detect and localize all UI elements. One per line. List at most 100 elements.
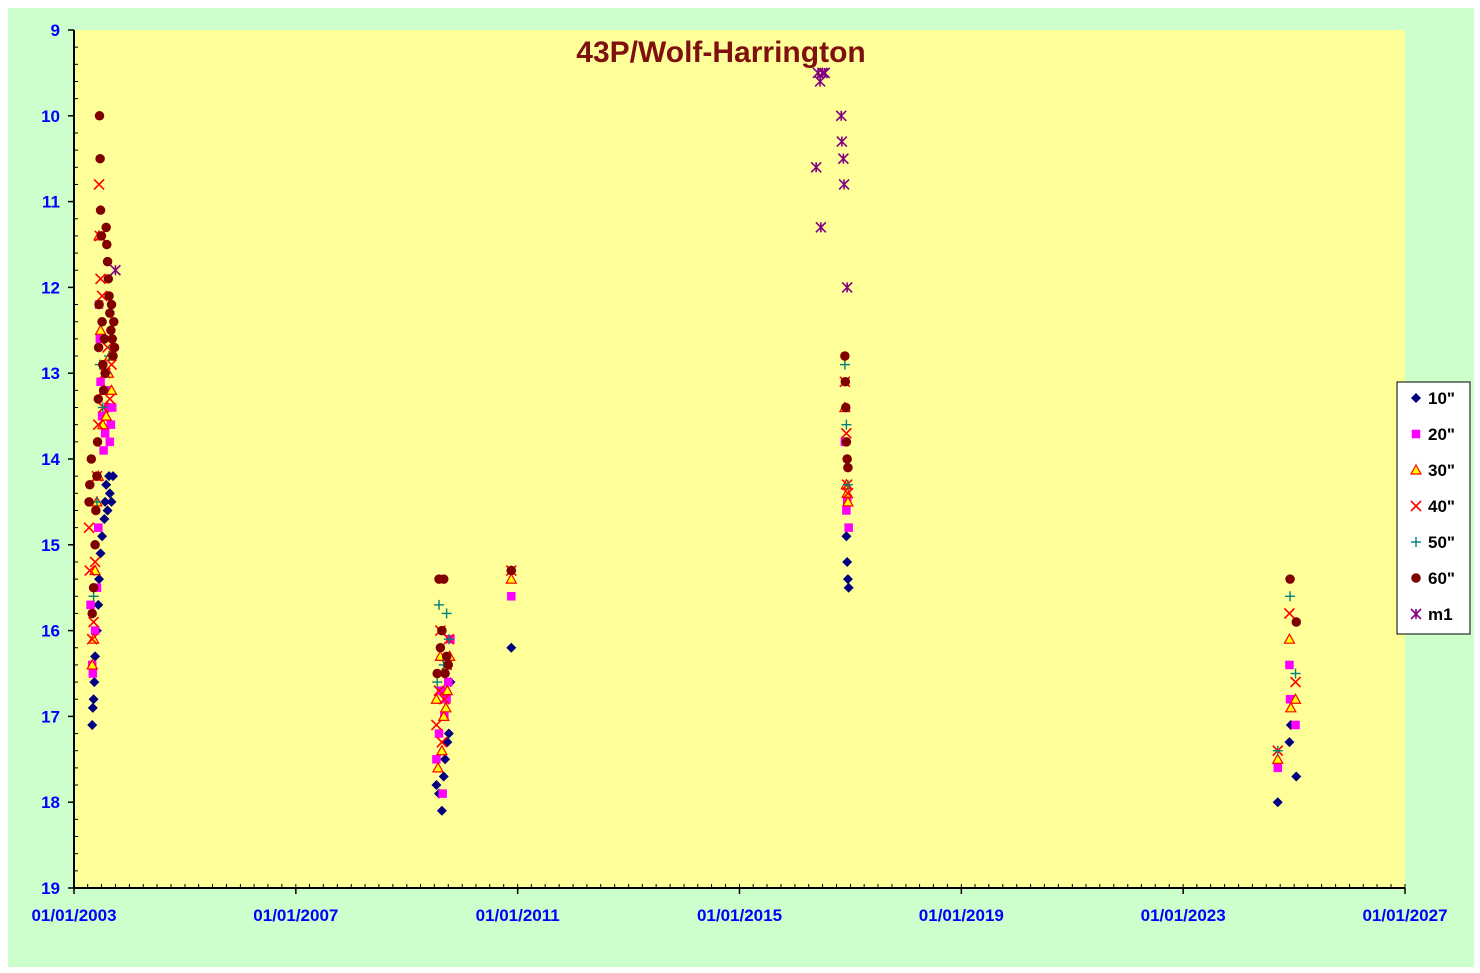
- data-point: [1271, 753, 1284, 764]
- legend-marker: [1411, 537, 1421, 547]
- data-point: [438, 789, 447, 798]
- chart-title: 43P/Wolf-Harrington: [576, 36, 865, 69]
- data-point: [84, 564, 96, 577]
- data-point: [92, 437, 103, 447]
- data-point: [432, 677, 443, 688]
- data-point: [87, 719, 98, 730]
- data-point: [84, 497, 94, 507]
- data-point: [432, 755, 441, 764]
- data-point: [96, 377, 105, 387]
- data-point: [1272, 745, 1283, 756]
- y-tick-label: 9: [51, 21, 60, 40]
- data-point: [844, 523, 853, 532]
- data-point: [434, 599, 445, 610]
- y-axis-ticks: 9 10 11 12 13 14 15 16 17 18 19: [41, 21, 78, 898]
- data-point: [841, 402, 851, 413]
- data-point: [99, 334, 110, 344]
- data-point: [86, 658, 99, 670]
- data-point: [840, 427, 852, 439]
- data-point: [842, 479, 853, 490]
- y-tick-label: 15: [41, 536, 60, 555]
- data-point: [94, 523, 103, 532]
- data-point: [93, 342, 104, 353]
- data-point: [431, 780, 442, 791]
- data-point: [87, 702, 98, 713]
- data-point: [810, 161, 822, 173]
- legend-label: 60": [1428, 569, 1455, 588]
- marker-stroke: [842, 487, 854, 499]
- data-point: [95, 153, 105, 164]
- data-point: [97, 531, 108, 542]
- data-point: [90, 626, 100, 635]
- y-tick-label: 11: [42, 193, 60, 212]
- data-point: [816, 67, 829, 79]
- data-point: [98, 359, 108, 370]
- data-point: [1285, 591, 1296, 602]
- data-point: [1291, 720, 1300, 730]
- y-tick-label: 17: [41, 707, 60, 726]
- marker-stroke: [93, 178, 105, 191]
- series-6: [109, 67, 853, 293]
- data-point: [1283, 607, 1296, 620]
- legend-label: 20": [1428, 425, 1455, 444]
- data-point: [109, 264, 122, 276]
- legend-box: [1396, 381, 1471, 635]
- marker-stroke: [83, 522, 95, 534]
- data-point: [438, 693, 450, 705]
- data-point: [94, 324, 107, 335]
- data-point: [443, 660, 454, 670]
- y-tick-label: 16: [41, 622, 60, 641]
- data-point: [94, 574, 105, 585]
- data-point: [1285, 574, 1295, 584]
- data-point: [1273, 763, 1283, 773]
- data-point: [103, 274, 114, 284]
- data-point: [104, 393, 116, 405]
- legend: 10" 20" 30" 40" 50" 60" m1: [1396, 381, 1471, 635]
- data-point: [100, 496, 111, 507]
- x-tick-label: 01/01/2011: [476, 906, 560, 925]
- legend-label: 30": [1428, 461, 1455, 480]
- data-point: [1283, 632, 1296, 644]
- data-point: [95, 548, 106, 559]
- data-point: [98, 385, 109, 396]
- data-point: [89, 677, 100, 688]
- data-point: [90, 651, 101, 662]
- data-point: [842, 454, 852, 464]
- data-point: [507, 592, 516, 601]
- data-point: [100, 409, 113, 421]
- data-point: [86, 600, 95, 610]
- data-point: [105, 437, 115, 447]
- data-point: [843, 462, 853, 473]
- marker-stroke: [104, 393, 116, 405]
- data-point: [443, 728, 454, 739]
- data-point: [106, 420, 116, 429]
- data-point: [104, 291, 114, 301]
- x-tick-label: 01/01/2023: [1141, 906, 1226, 925]
- data-point: [441, 608, 452, 619]
- data-point: [441, 684, 454, 696]
- data-point: [97, 316, 107, 327]
- data-point: [100, 368, 110, 378]
- x-tick-label: 01/01/2019: [919, 906, 1004, 925]
- data-point: [1289, 676, 1302, 688]
- data-point: [840, 377, 851, 387]
- data-point: [506, 565, 517, 576]
- data-point: [442, 694, 451, 704]
- data-point: [109, 316, 119, 327]
- data-point: [105, 359, 118, 371]
- data-point: [842, 487, 854, 499]
- data-point: [841, 281, 853, 293]
- marker-stroke: [1410, 500, 1422, 512]
- data-point: [96, 231, 107, 241]
- data-point: [437, 710, 450, 722]
- data-point: [105, 384, 118, 395]
- data-point: [842, 556, 853, 567]
- data-point: [842, 506, 851, 515]
- data-point: [505, 572, 518, 584]
- data-point: [101, 222, 111, 233]
- data-point: [85, 479, 95, 490]
- data-point: [99, 446, 108, 455]
- marker-stroke: [430, 719, 442, 731]
- marker-stroke: [436, 736, 448, 748]
